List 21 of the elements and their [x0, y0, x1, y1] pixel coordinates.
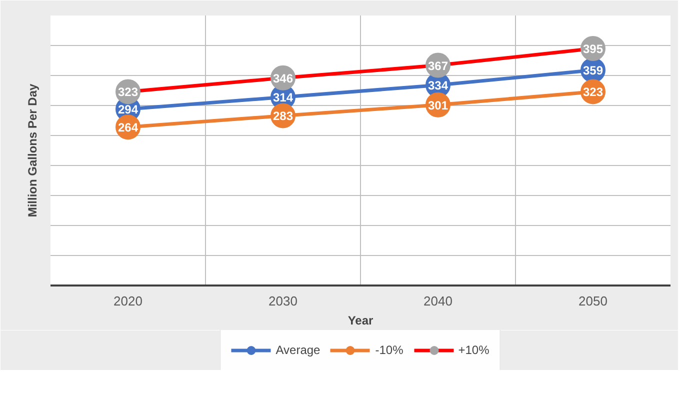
data-label: 294 — [118, 102, 138, 117]
data-label: 359 — [582, 64, 604, 78]
data-label: 301 — [428, 98, 448, 112]
x-tick-label: 2030 — [268, 294, 298, 308]
data-label: 334 — [428, 78, 448, 93]
legend-label: Average — [276, 343, 320, 357]
x-tick-label: 2040 — [424, 294, 452, 308]
data-label: 323 — [118, 85, 138, 100]
data-label: 367 — [428, 58, 448, 73]
x-axis-title: Year — [348, 314, 374, 328]
y-axis-title: Million Gallons Per Day — [26, 83, 40, 218]
data-label: 395 — [582, 42, 604, 56]
x-tick-label: 2020 — [114, 294, 142, 308]
data-label: 346 — [272, 71, 294, 86]
legend-label: +10% — [458, 343, 490, 357]
legend-label: -10% — [375, 343, 404, 357]
data-label: 314 — [272, 90, 294, 105]
data-label: 264 — [118, 120, 138, 135]
data-label: 283 — [272, 109, 294, 124]
data-label: 323 — [582, 85, 604, 100]
x-tick-label: 2050 — [578, 294, 608, 308]
